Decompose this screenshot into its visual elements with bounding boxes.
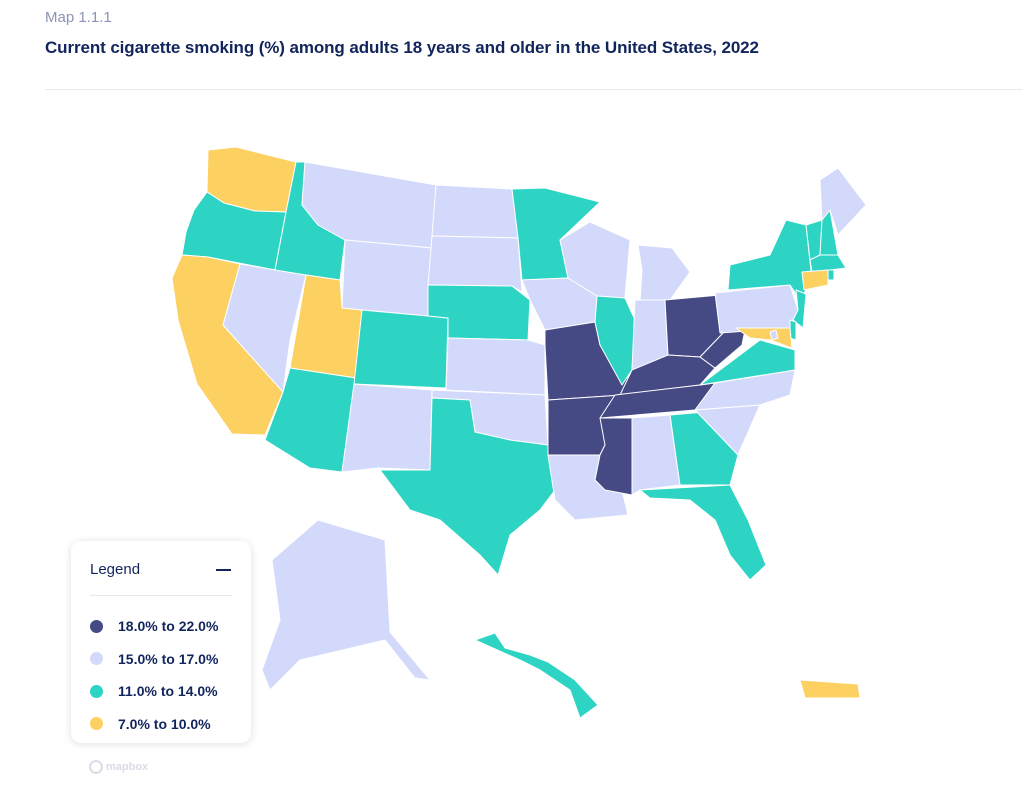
state-ks[interactable] bbox=[445, 337, 546, 396]
mapbox-attribution[interactable]: mapbox bbox=[89, 760, 148, 774]
legend-swatch bbox=[90, 684, 103, 698]
mapbox-logo-icon bbox=[89, 760, 103, 774]
legend-item-mid: 15.0% to 17.0% bbox=[90, 643, 218, 676]
map-kicker: Map 1.1.1 bbox=[45, 9, 112, 26]
state-co[interactable] bbox=[353, 309, 449, 389]
state-me[interactable] bbox=[819, 167, 867, 236]
state-mi[interactable] bbox=[637, 244, 691, 303]
state-nm[interactable] bbox=[341, 383, 433, 473]
legend-swatch bbox=[90, 652, 103, 666]
map-title: Current cigarette smoking (%) among adul… bbox=[45, 38, 759, 57]
legend-item-label: 11.0% to 14.0% bbox=[118, 683, 218, 700]
state-va[interactable] bbox=[699, 339, 796, 386]
legend-item-high: 18.0% to 22.0% bbox=[90, 610, 218, 643]
state-pa[interactable] bbox=[714, 284, 799, 334]
state-ri[interactable] bbox=[827, 269, 835, 281]
state-md[interactable] bbox=[735, 327, 793, 349]
attribution-label: mapbox bbox=[106, 761, 149, 773]
legend-item-low: 11.0% to 14.0% bbox=[90, 675, 218, 708]
legend-swatch bbox=[90, 619, 103, 633]
state-ma[interactable] bbox=[809, 254, 847, 273]
header-divider bbox=[45, 89, 1022, 90]
legend-item-label: 15.0% to 17.0% bbox=[118, 650, 219, 667]
state-il[interactable] bbox=[594, 295, 636, 386]
legend-divider bbox=[90, 595, 232, 596]
legend-title: Legend bbox=[90, 561, 141, 578]
state-sd[interactable] bbox=[427, 235, 523, 293]
legend-item-label: 7.0% to 10.0% bbox=[118, 715, 211, 732]
state-wy[interactable] bbox=[341, 239, 433, 317]
state-or[interactable] bbox=[181, 191, 287, 271]
legend-items: 18.0% to 22.0% 15.0% to 17.0% 11.0% to 1… bbox=[90, 610, 218, 740]
state-fl[interactable] bbox=[639, 484, 767, 581]
legend-item-label: 18.0% to 22.0% bbox=[118, 618, 219, 635]
legend-collapse-toggle[interactable] bbox=[216, 569, 231, 571]
state-al[interactable] bbox=[631, 414, 681, 496]
state-ca[interactable] bbox=[171, 254, 284, 436]
state-nd[interactable] bbox=[431, 184, 519, 239]
state-hi[interactable] bbox=[474, 632, 599, 719]
state-wv[interactable] bbox=[699, 329, 746, 369]
state-pr[interactable] bbox=[799, 679, 861, 699]
legend-item-lowest: 7.0% to 10.0% bbox=[90, 708, 218, 741]
legend-swatch bbox=[90, 717, 103, 731]
legend-panel: Legend 18.0% to 22.0% 15.0% to 17.0% 11.… bbox=[71, 541, 251, 743]
state-dc[interactable] bbox=[769, 329, 779, 341]
state-nj[interactable] bbox=[792, 289, 807, 329]
state-ak[interactable] bbox=[261, 519, 431, 691]
state-ct[interactable] bbox=[801, 269, 829, 291]
state-tx[interactable] bbox=[379, 397, 556, 576]
